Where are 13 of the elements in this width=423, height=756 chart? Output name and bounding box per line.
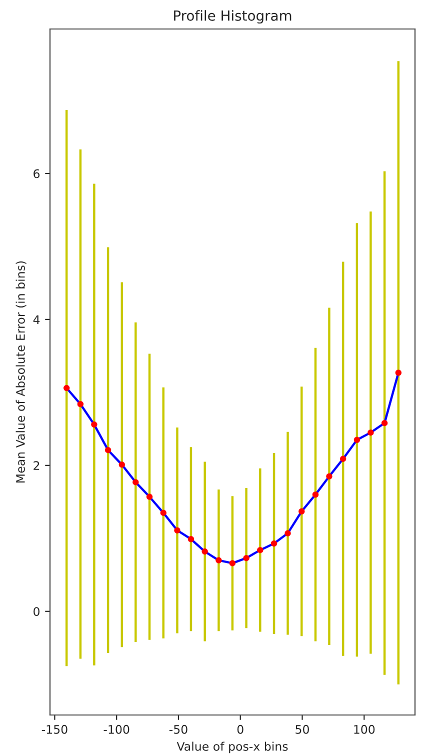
y-tick-label: 6 xyxy=(34,169,40,178)
y-axis-title: Mean Value of Absolute Error (in bins) xyxy=(16,261,26,482)
x-tick-label: -150 xyxy=(42,724,68,734)
y-tick-label: 0 xyxy=(34,607,40,616)
x-tick-label: 100 xyxy=(354,724,375,734)
x-tick-label: -50 xyxy=(169,724,188,734)
chart-title: Profile Histogram xyxy=(174,10,292,24)
y-tick-label: 4 xyxy=(33,315,40,324)
x-tick-label: 50 xyxy=(296,724,309,734)
y-tick-label: 2 xyxy=(34,461,40,470)
x-tick-label: 0 xyxy=(237,724,244,734)
x-tick-label: -100 xyxy=(104,724,130,734)
x-axis-title: Value of pos-x bins xyxy=(176,742,288,754)
